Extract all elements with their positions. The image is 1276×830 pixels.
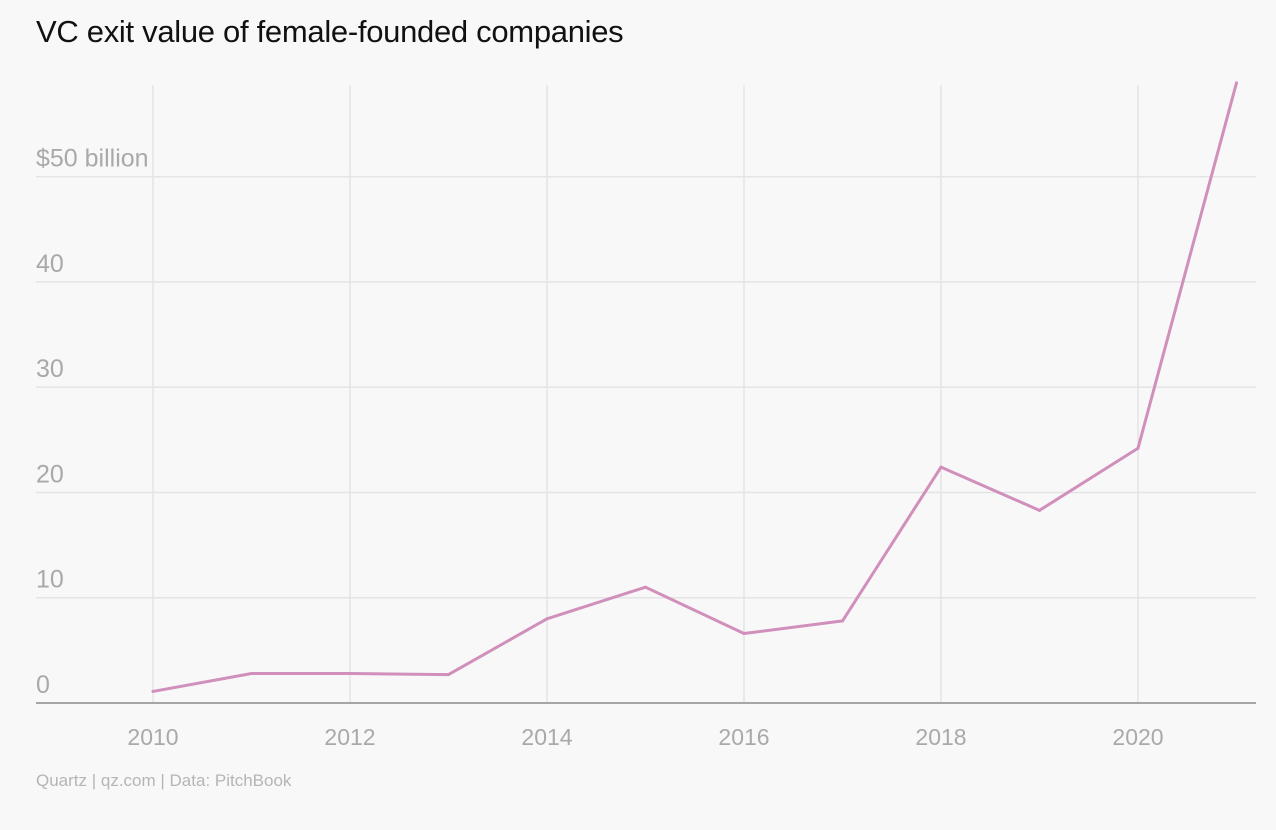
data-point [250, 672, 253, 676]
x-tick-label: 2010 [127, 724, 178, 750]
data-point [742, 632, 746, 636]
y-tick-label: $50 billion [36, 145, 149, 173]
data-point [545, 617, 549, 621]
series-line [151, 81, 1238, 693]
data-point [1038, 508, 1041, 512]
data-point [644, 585, 647, 589]
data-point [939, 465, 943, 469]
data-point [447, 673, 450, 677]
x-tick-label: 2014 [521, 724, 572, 750]
data-point [1136, 446, 1140, 450]
y-tick-label: 30 [36, 355, 64, 383]
x-tick-label: 2018 [915, 724, 966, 750]
y-tick-label: 0 [36, 671, 50, 699]
x-tick-label: 2012 [324, 724, 375, 750]
data-point [151, 689, 155, 693]
data-point [348, 672, 352, 676]
y-tick-label: 40 [36, 250, 64, 278]
x-tick-label: 2016 [718, 724, 769, 750]
y-tick-label: 10 [36, 566, 64, 594]
data-point [1235, 81, 1238, 85]
chart-title: VC exit value of female-founded companie… [36, 14, 624, 49]
data-point [841, 619, 844, 623]
y-tick-label: 20 [36, 460, 64, 488]
x-tick-label: 2020 [1112, 724, 1163, 750]
source-note: Quartz | qz.com | Data: PitchBook [36, 771, 292, 790]
